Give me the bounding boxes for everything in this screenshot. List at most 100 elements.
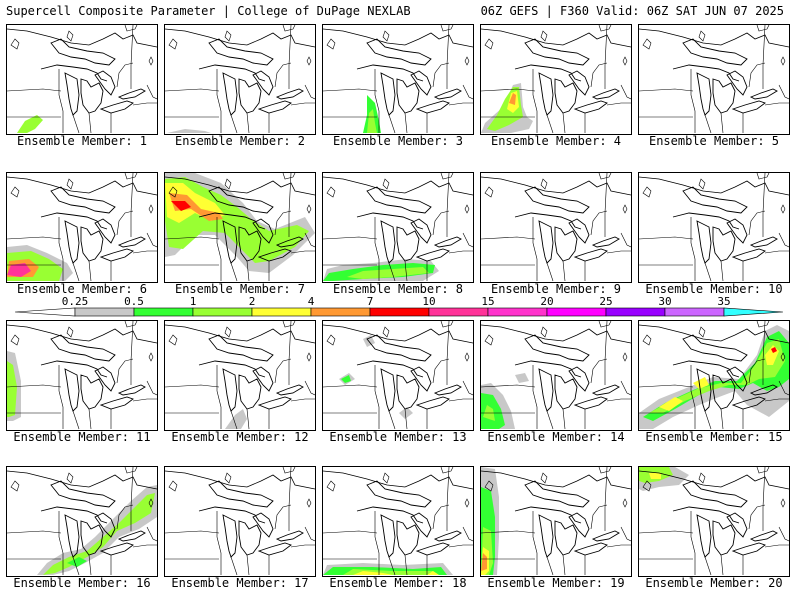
colorbar-segment-7 [428, 307, 489, 317]
basemap-outlines [323, 321, 473, 430]
scp-map-15 [639, 321, 789, 430]
ensemble-member-label-1: Ensemble Member: 1 [16, 134, 148, 148]
scp-contour-18-4 [353, 571, 439, 575]
basemap-outlines [481, 173, 631, 282]
scp-map-9 [481, 173, 631, 282]
ensemble-map-6 [6, 172, 158, 283]
ensemble-member-label-9: Ensemble Member: 9 [490, 282, 622, 296]
ensemble-member-label-8: Ensemble Member: 8 [332, 282, 464, 296]
scp-map-18 [323, 467, 473, 576]
basemap-outlines [7, 321, 157, 430]
scp-contour-15-5 [771, 347, 777, 353]
scp-contour-16-3 [67, 557, 87, 567]
basemap-outlines [481, 321, 631, 430]
colorbar-segment-11 [664, 307, 725, 317]
colorbar-tick-label-8: 15 [481, 295, 495, 308]
colorbar-segment-1 [74, 307, 135, 317]
colorbar-min-arrow [15, 307, 76, 317]
ensemble-map-10 [638, 172, 790, 283]
ensemble-member-label-7: Ensemble Member: 7 [174, 282, 306, 296]
ensemble-map-8 [322, 172, 474, 283]
scp-map-7 [165, 173, 315, 282]
colorbar-tick-label-4: 2 [248, 295, 256, 308]
basemap-outlines [165, 467, 315, 576]
ensemble-map-14 [480, 320, 632, 431]
colorbar-segment-3 [192, 307, 253, 317]
scp-map-11 [7, 321, 157, 430]
ensemble-member-label-20: Ensemble Member: 20 [645, 576, 783, 590]
ensemble-map-1 [6, 24, 158, 135]
basemap-outlines [323, 467, 473, 576]
basemap-outlines [7, 173, 157, 282]
scp-contour-8-3 [347, 267, 429, 279]
ensemble-member-label-17: Ensemble Member: 17 [171, 576, 309, 590]
ensemble-member-label-14: Ensemble Member: 14 [487, 430, 625, 444]
colorbar-tick-label-6: 7 [366, 295, 374, 308]
colorbar-tick-label-3: 1 [189, 295, 197, 308]
scp-contour-13-2 [341, 375, 351, 383]
ensemble-map-7 [164, 172, 316, 283]
colorbar-tick-label-7: 10 [422, 295, 436, 308]
colorbar-segment-6 [369, 307, 430, 317]
basemap-outlines [481, 25, 631, 134]
colorbar-tick-label-2: 0.5 [124, 295, 144, 308]
colorbar-segment-8 [487, 307, 548, 317]
ensemble-map-15 [638, 320, 790, 431]
ensemble-map-3 [322, 24, 474, 135]
ensemble-member-label-16: Ensemble Member: 16 [13, 576, 151, 590]
colorbar-tick-label-9: 20 [540, 295, 554, 308]
ensemble-map-16 [6, 466, 158, 577]
scp-map-20 [639, 467, 789, 576]
ensemble-map-9 [480, 172, 632, 283]
ensemble-map-19 [480, 466, 632, 577]
scp-map-3 [323, 25, 473, 134]
scp-contour-7-5 [171, 201, 191, 211]
scp-map-8 [323, 173, 473, 282]
scp-contour-1-1 [17, 115, 43, 133]
scp-contour-15-4 [659, 345, 779, 411]
colorbar-tick-label-1: 0.25 [61, 295, 89, 308]
colorbar-tick-label-5: 4 [307, 295, 315, 308]
ensemble-member-label-10: Ensemble Member: 10 [645, 282, 783, 296]
ensemble-map-18 [322, 466, 474, 577]
scp-contour-13-1 [339, 335, 413, 419]
scp-contour-20-3 [649, 473, 661, 479]
ensemble-map-4 [480, 24, 632, 135]
scp-map-10 [639, 173, 789, 282]
basemap-outlines [481, 467, 631, 576]
ensemble-member-label-12: Ensemble Member: 12 [171, 430, 309, 444]
scp-contour-6-4 [7, 263, 31, 277]
basemap-outlines [639, 25, 789, 134]
colorbar-tick-label-11: 30 [658, 295, 672, 308]
scp-contour-3-2 [367, 109, 377, 133]
map-title: Supercell Composite Parameter | College … [6, 4, 411, 18]
scp-map-5 [639, 25, 789, 134]
ensemble-map-17 [164, 466, 316, 577]
colorbar-segment-2 [133, 307, 194, 317]
scp-contour-16-2 [43, 493, 155, 575]
ensemble-map-5 [638, 24, 790, 135]
scp-map-19 [481, 467, 631, 576]
ensemble-map-12 [164, 320, 316, 431]
colorbar-segment-10 [605, 307, 666, 317]
ensemble-member-label-15: Ensemble Member: 15 [645, 430, 783, 444]
colorbar-segment-4 [251, 307, 312, 317]
ensemble-map-11 [6, 320, 158, 431]
scp-map-16 [7, 467, 157, 576]
ensemble-member-label-11: Ensemble Member: 11 [13, 430, 151, 444]
colorbar [15, 307, 784, 317]
scp-map-6 [7, 173, 157, 282]
ensemble-member-label-2: Ensemble Member: 2 [174, 134, 306, 148]
colorbar-tick-label-10: 25 [599, 295, 613, 308]
ensemble-member-label-19: Ensemble Member: 19 [487, 576, 625, 590]
ensemble-map-13 [322, 320, 474, 431]
ensemble-member-label-3: Ensemble Member: 3 [332, 134, 464, 148]
scp-map-17 [165, 467, 315, 576]
scp-map-12 [165, 321, 315, 430]
basemap-outlines [7, 25, 157, 134]
scp-map-13 [323, 321, 473, 430]
colorbar-tick-label-12: 35 [717, 295, 731, 308]
scp-contour-16-1 [37, 485, 157, 575]
ensemble-member-label-5: Ensemble Member: 5 [648, 134, 780, 148]
scp-contour-4-4 [509, 93, 516, 105]
